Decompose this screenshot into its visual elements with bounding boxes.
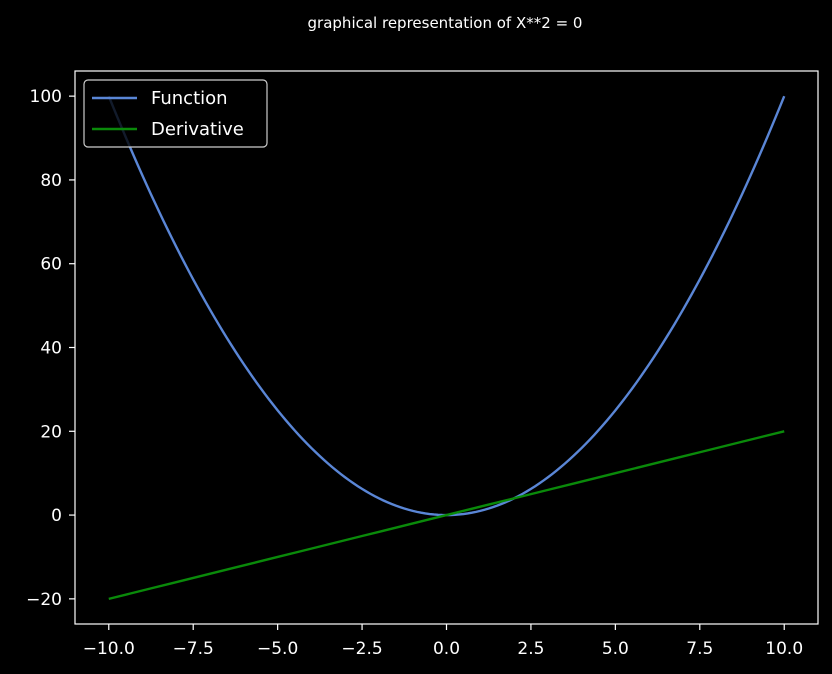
x-tick-label: −10.0	[83, 639, 135, 659]
y-tick-label: 40	[40, 339, 62, 359]
x-tick-label: 2.5	[517, 639, 544, 659]
legend-label: Derivative	[151, 119, 244, 140]
legend: Function Derivative	[83, 79, 268, 148]
y-tick-label: −20	[26, 590, 62, 610]
y-tick-label: 60	[40, 255, 62, 275]
x-tick-label: 7.5	[686, 639, 713, 659]
series-layer	[107, 95, 786, 601]
x-tick-label: 10.0	[765, 639, 803, 659]
y-axis: −20 0 20 40 60 80 100	[26, 87, 75, 610]
y-tick-label: 100	[30, 87, 62, 107]
y-tick-label: 20	[40, 422, 62, 442]
plot-area	[74, 70, 819, 625]
x-tick-label: 5.0	[602, 639, 629, 659]
y-tick-label: 80	[40, 171, 62, 191]
x-axis: −10.0 −7.5 −5.0 −2.5 0.0 2.5 5.0 7.5 10.0	[83, 624, 803, 659]
y-tick-label: 0	[51, 506, 62, 526]
chart-title: graphical representation of X**2 = 0	[308, 14, 583, 32]
x-tick-label: 0.0	[433, 639, 460, 659]
x-tick-label: −2.5	[341, 639, 382, 659]
legend-box	[83, 79, 268, 148]
series-line-derivative	[108, 430, 785, 601]
legend-label: Function	[151, 88, 228, 109]
x-tick-label: −5.0	[257, 639, 298, 659]
x-tick-label: −7.5	[173, 639, 214, 659]
